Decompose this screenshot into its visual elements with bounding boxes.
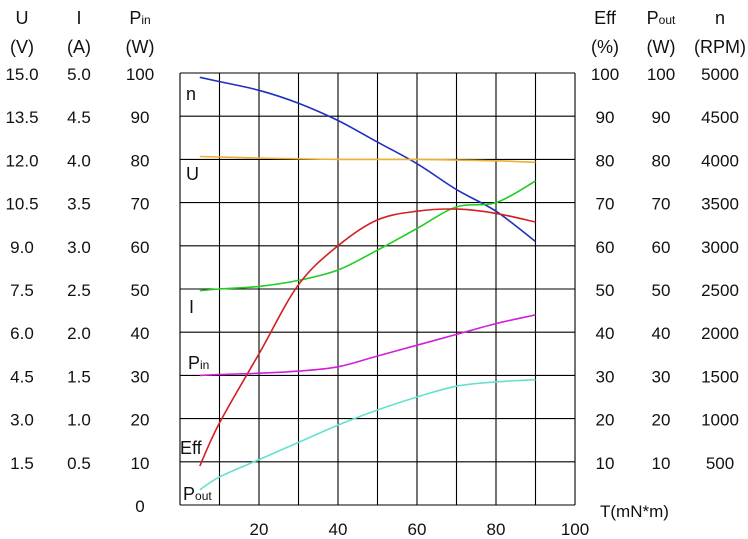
right-axis-n-unit: (RPM) xyxy=(694,37,746,57)
right-axis-Eff-tick: 100 xyxy=(591,65,619,84)
x-axis-tick: 60 xyxy=(408,520,427,539)
left-axis-Pin-tick: 60 xyxy=(131,238,150,257)
left-axis-Pin-tick: 20 xyxy=(131,411,150,430)
right-axis-Eff-header: Eff xyxy=(594,8,617,28)
series-line-n xyxy=(199,76,536,243)
left-axis-I-header: I xyxy=(76,8,81,28)
series-line-eff xyxy=(199,208,536,467)
left-axis-U-header: U xyxy=(16,8,29,28)
series-line-i xyxy=(199,180,536,292)
series-label-i: I xyxy=(189,297,194,317)
left-axis-U-unit: (V) xyxy=(10,37,34,57)
left-axis-Pin-tick: 30 xyxy=(131,367,150,386)
left-axis-I-tick: 1.0 xyxy=(67,411,91,430)
left-axis-Pin-unit: (W) xyxy=(126,37,155,57)
right-axis-Pout-tick: 70 xyxy=(652,195,671,214)
left-axis-U-tick: 4.5 xyxy=(10,367,34,386)
left-axis-I-tick: 1.5 xyxy=(67,367,91,386)
left-axis-Pin-header: Pin xyxy=(129,8,150,28)
left-axis-Pin-tick: 90 xyxy=(131,108,150,127)
right-axis-Eff-tick: 40 xyxy=(596,324,615,343)
left-axis-I-tick: 5.0 xyxy=(67,65,91,84)
series-label-n: n xyxy=(186,84,196,104)
left-axis-U-tick: 10.5 xyxy=(5,195,38,214)
right-axis-n-tick: 3000 xyxy=(701,238,739,257)
left-axis-I-tick: 4.5 xyxy=(67,108,91,127)
right-axis-Eff-tick: 70 xyxy=(596,195,615,214)
right-axis-Pout-tick: 60 xyxy=(652,238,671,257)
left-axis-U-tick: 9.0 xyxy=(10,238,34,257)
left-axis-Pin-tick: 70 xyxy=(131,195,150,214)
right-axis-Pout-header: Pout xyxy=(647,8,676,28)
right-axis-Pout-tick: 30 xyxy=(652,367,671,386)
left-axis-U-tick: 12.0 xyxy=(5,151,38,170)
left-axis-Pin-tick: 50 xyxy=(131,281,150,300)
series-line-pout xyxy=(199,378,536,491)
right-axis-n-tick: 4500 xyxy=(701,108,739,127)
left-axis-I-unit: (A) xyxy=(67,37,91,57)
right-axis-Eff-tick: 80 xyxy=(596,151,615,170)
right-axis-Eff-unit: (%) xyxy=(591,37,619,57)
right-axis-n-tick: 500 xyxy=(706,454,734,473)
left-axis-Pin-zero-tick: 0 xyxy=(135,497,144,516)
right-axis-Eff-tick: 90 xyxy=(596,108,615,127)
axis-labels: U (V) 15.0 13.5 12.0 10.5 9.0 7.5 6.0 4.5 3.0 1.5 I (… xyxy=(5,8,746,539)
right-axis-Pout-tick: 10 xyxy=(652,454,671,473)
series-line-pin xyxy=(199,314,536,377)
left-axis-U-tick: 7.5 xyxy=(10,281,34,300)
right-axis-n-header: n xyxy=(715,8,725,28)
x-axis-tick: 40 xyxy=(329,520,348,539)
right-axis-n-tick: 2500 xyxy=(701,281,739,300)
plot-grid xyxy=(179,72,576,506)
x-axis-tick: 100 xyxy=(561,520,589,539)
right-axis-Pout-tick: 40 xyxy=(652,324,671,343)
right-axis-Eff-tick: 60 xyxy=(596,238,615,257)
left-axis-U-tick: 13.5 xyxy=(5,108,38,127)
x-axis-tick: 20 xyxy=(250,520,269,539)
left-axis-Pin-tick: 10 xyxy=(131,454,150,473)
left-axis-I-tick: 0.5 xyxy=(67,454,91,473)
left-axis-Pin-tick: 40 xyxy=(131,324,150,343)
series-line-u xyxy=(199,155,536,164)
x-axis-tick: 80 xyxy=(487,520,506,539)
right-axis-Pout-tick: 80 xyxy=(652,151,671,170)
left-axis-I-tick: 2.0 xyxy=(67,324,91,343)
left-axis-Pin-tick: 100 xyxy=(126,65,154,84)
left-axis-U-tick: 1.5 xyxy=(10,454,34,473)
series-label-pout: Pout xyxy=(183,484,212,504)
right-axis-n-tick: 2000 xyxy=(701,324,739,343)
right-axis-Eff-tick: 30 xyxy=(596,367,615,386)
right-axis-Pout-unit: (W) xyxy=(647,37,676,57)
left-axis-I-tick: 4.0 xyxy=(67,151,91,170)
right-axis-Pout-tick: 20 xyxy=(652,411,671,430)
right-axis-Eff-tick: 20 xyxy=(596,411,615,430)
left-axis-U-tick: 6.0 xyxy=(10,324,34,343)
right-axis-Pout-tick: 50 xyxy=(652,281,671,300)
right-axis-n-tick: 5000 xyxy=(701,65,739,84)
right-axis-n-tick: 4000 xyxy=(701,151,739,170)
left-axis-I-tick: 3.0 xyxy=(67,238,91,257)
right-axis-n-tick: 1500 xyxy=(701,367,739,386)
series-label-pin: Pin xyxy=(188,353,209,373)
right-axis-Pout-tick: 100 xyxy=(647,65,675,84)
series-label-eff: Eff xyxy=(180,438,203,458)
series-label-u: U xyxy=(186,164,199,184)
left-axis-I-tick: 3.5 xyxy=(67,195,91,214)
right-axis-Eff-tick: 50 xyxy=(596,281,615,300)
left-axis-U-tick: 15.0 xyxy=(5,65,38,84)
curves: n U I Eff Pin Pout xyxy=(180,76,536,504)
right-axis-n-tick: 3500 xyxy=(701,195,739,214)
left-axis-Pin-tick: 80 xyxy=(131,151,150,170)
right-axis-Eff-tick: 10 xyxy=(596,454,615,473)
right-axis-n-tick: 1000 xyxy=(701,411,739,430)
left-axis-U-tick: 3.0 xyxy=(10,411,34,430)
x-axis-label: T(mN*m) xyxy=(600,502,669,521)
left-axis-I-tick: 2.5 xyxy=(67,281,91,300)
right-axis-Pout-tick: 90 xyxy=(652,108,671,127)
